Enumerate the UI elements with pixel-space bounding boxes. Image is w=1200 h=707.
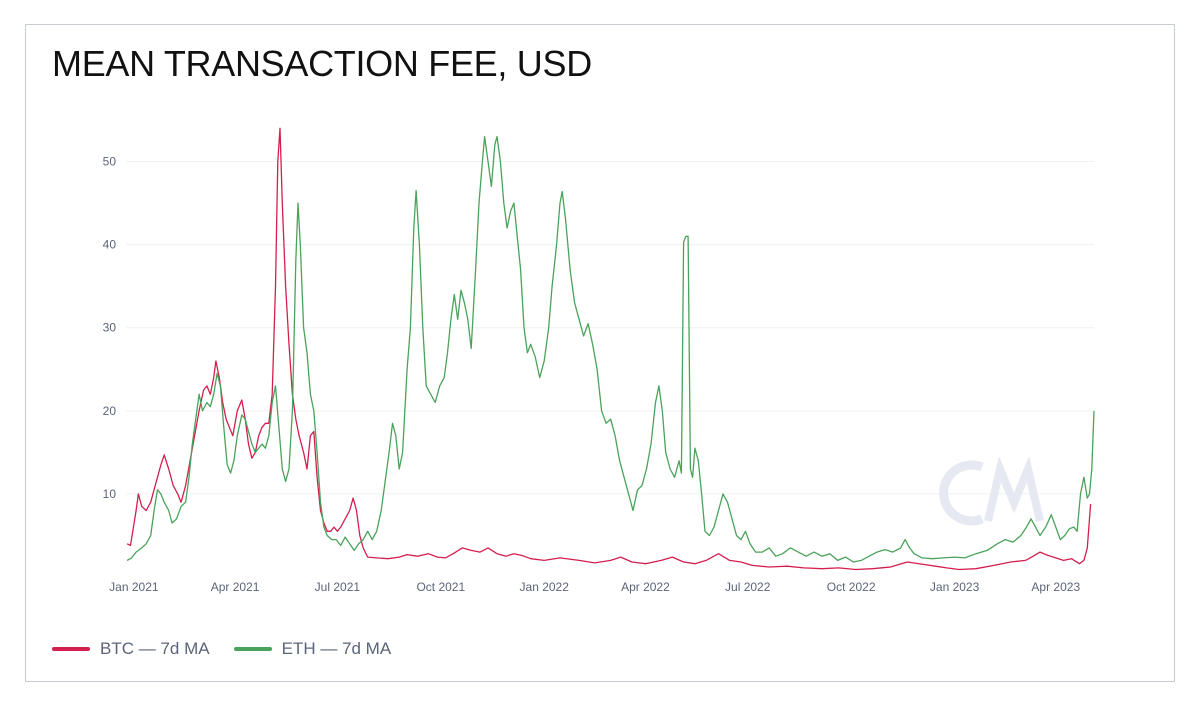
legend-label-eth: ETH — 7d MA: [281, 639, 392, 658]
x-tick-label: Jul 2022: [725, 580, 771, 594]
legend: BTC — 7d MA ETH — 7d MA: [52, 639, 391, 659]
y-tick-label: 20: [103, 404, 117, 418]
line-chart: 10 20 30 40 50 Jan 2021 Apr 2021 Jul 2021 Oct 2…: [103, 127, 1095, 594]
gridlines: [126, 161, 1094, 495]
x-tick-label: Oct 2021: [416, 580, 465, 594]
chart-title: MEAN TRANSACTION FEE, USD: [52, 43, 592, 84]
legend-swatch-eth: [233, 647, 272, 651]
y-axis: 10 20 30 40 50: [103, 155, 117, 501]
x-tick-label: Jul 2021: [315, 580, 361, 594]
x-tick-label: Apr 2021: [211, 580, 260, 594]
series-line-eth[interactable]: [126, 135, 1095, 563]
legend-label-btc: BTC — 7d MA: [100, 639, 210, 658]
x-tick-label: Jan 2022: [520, 580, 570, 594]
series-line-btc[interactable]: [126, 127, 1092, 571]
cm-logo-watermark: [939, 457, 1044, 526]
x-axis: Jan 2021 Apr 2021 Jul 2021 Oct 2021 Jan 2022…: [109, 580, 1080, 594]
x-tick-label: Oct 2022: [827, 580, 876, 594]
x-tick-label: Apr 2023: [1031, 580, 1080, 594]
series-lines: [126, 127, 1095, 571]
chart-frame: MEAN TRANSACTION FEE, USD 10 20 30 40 50 Jan…: [25, 24, 1175, 682]
legend-item-eth[interactable]: ETH — 7d MA: [233, 639, 392, 659]
y-tick-label: 40: [103, 238, 117, 252]
x-tick-label: Apr 2022: [621, 580, 670, 594]
y-tick-label: 30: [103, 321, 117, 335]
y-tick-label: 10: [103, 487, 117, 501]
legend-item-btc[interactable]: BTC — 7d MA: [52, 639, 210, 659]
x-tick-label: Jan 2023: [930, 580, 980, 594]
legend-swatch-btc: [52, 647, 90, 651]
y-tick-label: 50: [103, 155, 117, 169]
x-tick-label: Jan 2021: [109, 580, 159, 594]
